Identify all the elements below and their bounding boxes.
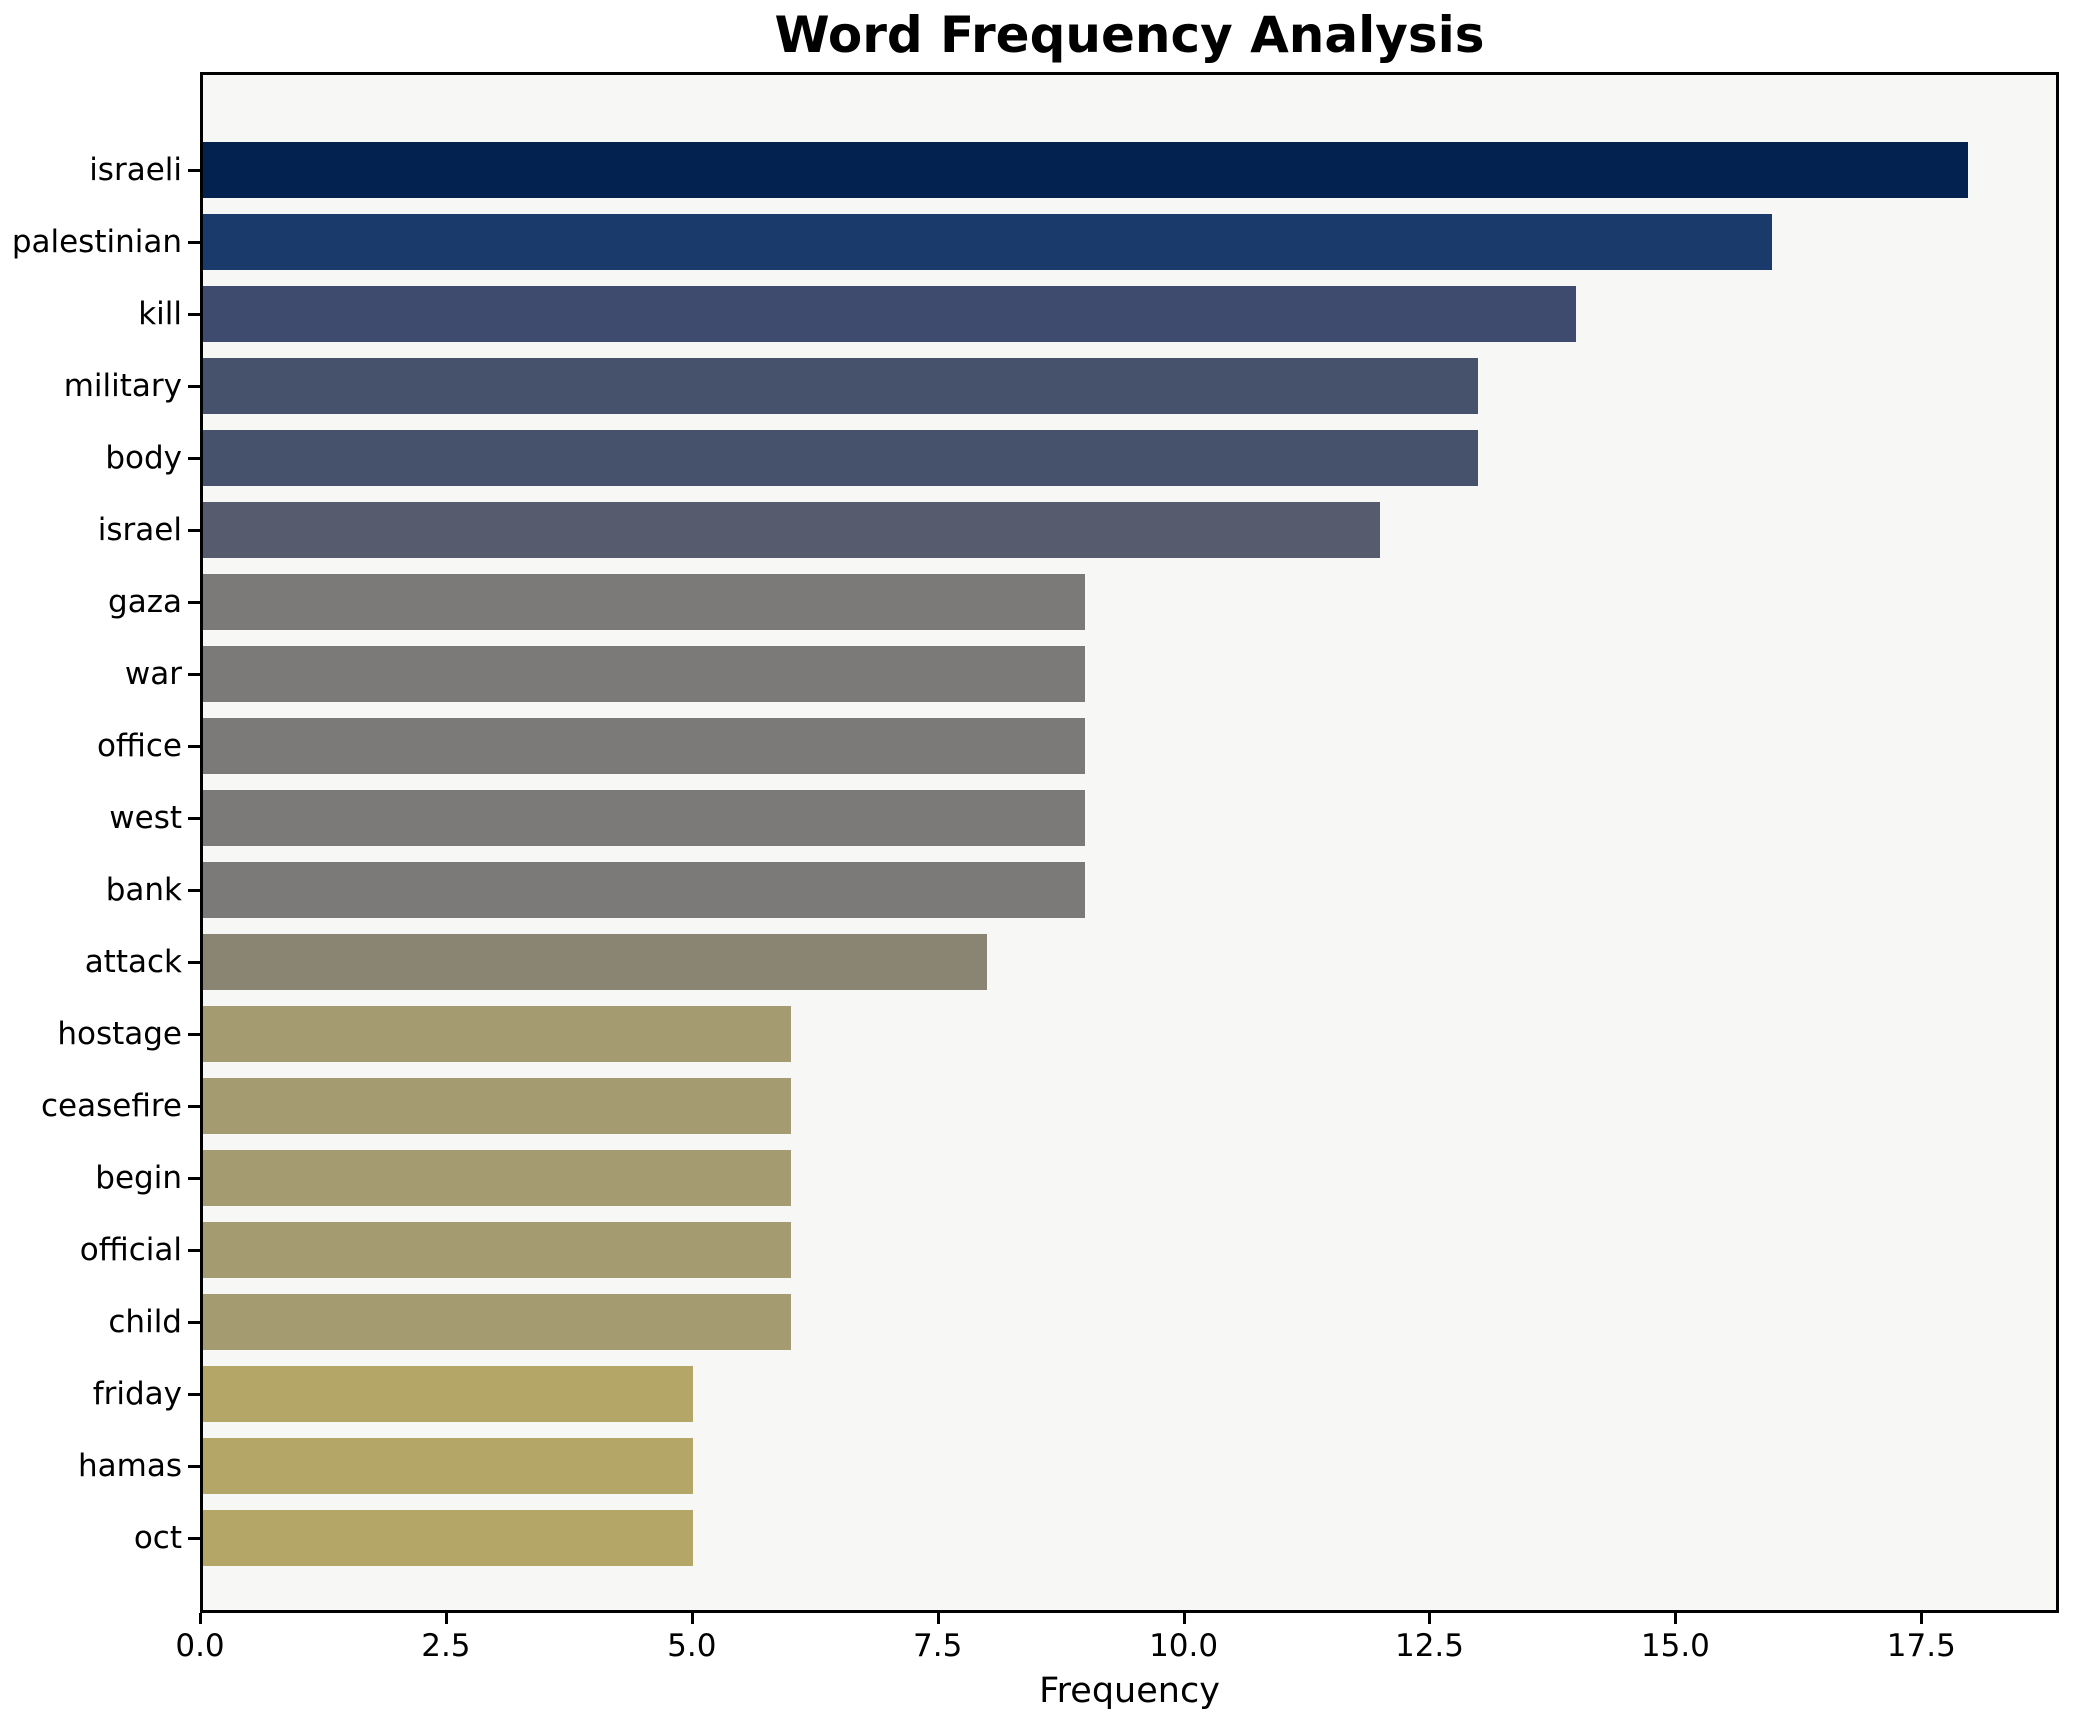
bar-child [203, 1294, 792, 1350]
bar-israel [203, 502, 1380, 558]
y-tick-label-west: west [109, 800, 182, 836]
bar-hostage [203, 1006, 792, 1062]
x-tick-mark [690, 1613, 694, 1624]
x-tick-mark [1674, 1613, 1678, 1624]
y-tick-mark [188, 1249, 200, 1252]
x-tick-label: 12.5 [1394, 1628, 1464, 1664]
bar-official [203, 1222, 792, 1278]
bar-military [203, 358, 1478, 414]
y-tick-label-israeli: israeli [89, 152, 182, 188]
x-axis-title: Frequency [1039, 1671, 1220, 1711]
x-tick-mark [199, 1613, 202, 1624]
x-tick-label: 10.0 [1149, 1628, 1219, 1664]
x-tick-mark [1920, 1613, 1924, 1624]
y-tick-label-office: office [96, 728, 182, 764]
y-tick-mark [188, 961, 200, 964]
x-tick-label: 5.0 [667, 1628, 717, 1664]
y-tick-label-military: military [63, 368, 182, 404]
x-tick-label: 0.0 [175, 1628, 225, 1664]
bar-west [203, 790, 1086, 846]
y-tick-mark [188, 1537, 200, 1540]
x-tick-mark [936, 1613, 940, 1624]
y-tick-mark [188, 529, 200, 532]
y-tick-label-child: child [108, 1304, 182, 1340]
y-tick-label-war: war [124, 656, 182, 692]
y-tick-mark [188, 1033, 200, 1036]
y-tick-label-bank: bank [105, 872, 182, 908]
y-tick-mark [188, 457, 200, 460]
x-tick-label: 7.5 [913, 1628, 963, 1664]
chart-title: Word Frequency Analysis [774, 6, 1485, 64]
y-tick-label-begin: begin [95, 1160, 182, 1196]
plot-area [200, 72, 2059, 1613]
bar-ceasefire [203, 1078, 792, 1134]
y-tick-mark [188, 313, 200, 316]
bar-israeli [203, 142, 1968, 198]
y-tick-label-oct: oct [133, 1520, 182, 1556]
y-tick-label-body: body [105, 440, 182, 476]
y-tick-label-official: official [79, 1232, 182, 1268]
bar-friday [203, 1366, 694, 1422]
bar-kill [203, 286, 1576, 342]
bar-begin [203, 1150, 792, 1206]
y-tick-mark [188, 601, 200, 604]
y-tick-label-gaza: gaza [108, 584, 182, 620]
x-tick-mark [1182, 1613, 1186, 1624]
y-tick-mark [188, 745, 200, 748]
x-tick-label: 17.5 [1886, 1628, 1956, 1664]
bar-bank [203, 862, 1086, 918]
bar-war [203, 646, 1086, 702]
y-tick-mark [188, 1105, 200, 1108]
y-tick-label-kill: kill [138, 296, 182, 332]
y-tick-label-friday: friday [92, 1376, 182, 1412]
bar-body [203, 430, 1478, 486]
bar-office [203, 718, 1086, 774]
y-tick-mark [188, 817, 200, 820]
bar-gaza [203, 574, 1086, 630]
y-tick-mark [188, 889, 200, 892]
y-tick-label-attack: attack [84, 944, 182, 980]
y-tick-mark [188, 1465, 200, 1468]
bar-palestinian [203, 214, 1772, 270]
bar-oct [203, 1510, 694, 1566]
x-tick-label: 2.5 [421, 1628, 471, 1664]
y-tick-label-ceasefire: ceasefire [41, 1088, 182, 1124]
y-tick-mark [188, 241, 200, 244]
bar-attack [203, 934, 988, 990]
y-tick-mark [188, 1177, 200, 1180]
x-tick-mark [444, 1613, 448, 1624]
y-tick-mark [188, 385, 200, 388]
y-tick-mark [188, 673, 200, 676]
y-tick-mark [188, 1321, 200, 1324]
y-tick-mark [188, 169, 200, 172]
x-tick-label: 15.0 [1640, 1628, 1710, 1664]
bar-hamas [203, 1438, 694, 1494]
y-tick-mark [188, 1393, 200, 1396]
x-tick-mark [1428, 1613, 1432, 1624]
y-tick-label-hamas: hamas [78, 1448, 182, 1484]
y-tick-label-israel: israel [97, 512, 182, 548]
y-tick-label-palestinian: palestinian [11, 224, 182, 260]
y-tick-label-hostage: hostage [57, 1016, 182, 1052]
